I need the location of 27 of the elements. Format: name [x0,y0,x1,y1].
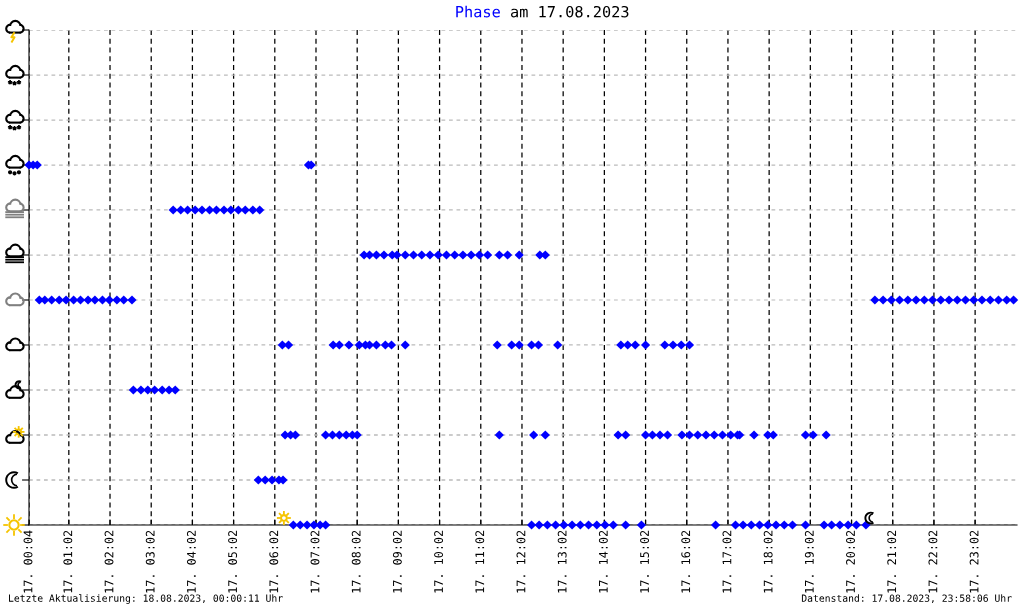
x-tick-label: 17. 08:02 [351,530,361,593]
text: Letzte Aktualisierung: 18.08.2023, 00:00:11 Uhr [9,594,283,604]
x-tick-label: 17. 02:02 [104,530,114,593]
x-tick-label: 17. 13:02 [557,530,567,593]
x-tick-label: 17. 17:02 [722,530,732,593]
x-tick-label: 17. 11:02 [475,530,485,593]
x-tick-label: 17. 20:02 [846,530,855,593]
chart-title: Phase am 17.08.2023 [456,5,629,18]
x-tick-label: 17. 03:02 [145,530,155,593]
x-tick-label: 17. 00:04 [23,530,33,593]
text: Datenstand: 17.08.2023, 23:58:06 Uhr [801,594,1012,604]
x-tick-label: 17. 16:02 [681,530,691,593]
x-tick-label: 17. 23:02 [969,530,979,593]
x-tick-label: 17. 09:02 [392,530,402,593]
x-tick-label: 17. 05:02 [228,530,238,593]
x-tick-label: 17. 12:02 [516,530,526,593]
x-tick-label: 17. 14:02 [598,530,608,593]
x-tick-label: 17. 19:02 [804,530,814,593]
x-tick-label: 17. 15:02 [640,530,650,593]
x-tick-label: 17. 10:02 [434,530,444,593]
x-tick-label: 17. 06:02 [269,530,279,593]
x-tick-label: 17. 18:02 [763,530,773,593]
x-tick-label: 17. 21:02 [887,530,897,593]
x-tick-label: 17. 07:02 [310,530,320,593]
x-tick-label: 17. 04:02 [186,530,196,593]
x-tick-label: 17. 22:02 [928,530,938,593]
x-tick-label: 17. 01:02 [63,530,73,593]
